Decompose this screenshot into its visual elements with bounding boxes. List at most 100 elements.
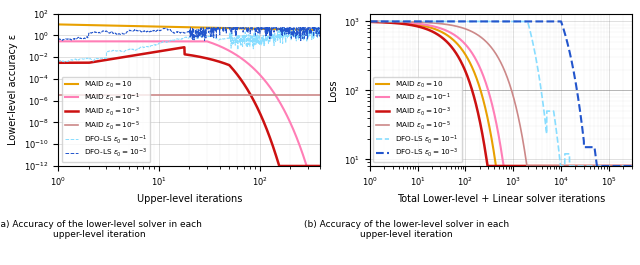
DFO-LS $\varepsilon_0 = 10^{-3}$ <box>170 32 177 35</box>
MAID $\varepsilon_0 = 10^{-5}$ <box>628 164 636 167</box>
MAID $\varepsilon_0 = 10^{-3}$ <box>484 164 492 167</box>
MAID $\varepsilon_0 = 10^{-5}$ <box>264 94 271 97</box>
MAID $\varepsilon_0 = 10^{-1}$ <box>486 96 494 99</box>
MAID $\varepsilon_0 = 10$ <box>380 20 387 24</box>
DFO-LS $\varepsilon_0 = 10^{-1}$ <box>628 164 636 167</box>
MAID $\varepsilon_0 = 10$ <box>264 27 271 30</box>
MAID $\varepsilon_0 = 10$ <box>366 20 374 23</box>
DFO-LS $\varepsilon_0 = 10^{-1}$ <box>234 35 242 38</box>
MAID $\varepsilon_0 = 10^{-1}$ <box>234 55 242 58</box>
MAID $\varepsilon_0 = 10^{-5}$ <box>493 54 501 58</box>
DFO-LS $\varepsilon_0 = 10^{-1}$ <box>170 39 178 42</box>
MAID $\varepsilon_0 = 10$ <box>54 23 62 26</box>
Line: DFO-LS $\varepsilon_0 = 10^{-3}$: DFO-LS $\varepsilon_0 = 10^{-3}$ <box>370 21 632 166</box>
DFO-LS $\varepsilon_0 = 10^{-3}$ <box>234 26 242 29</box>
Line: MAID $\varepsilon_0 = 10$: MAID $\varepsilon_0 = 10$ <box>58 24 320 30</box>
MAID $\varepsilon_0 = 10$ <box>316 29 324 32</box>
MAID $\varepsilon_0 = 10^{-5}$ <box>316 94 324 97</box>
Y-axis label: Lower-level accuracy ε: Lower-level accuracy ε <box>8 34 19 145</box>
Line: MAID $\varepsilon_0 = 10$: MAID $\varepsilon_0 = 10$ <box>370 22 632 166</box>
DFO-LS $\varepsilon_0 = 10^{-3}$ <box>620 164 628 167</box>
DFO-LS $\varepsilon_0 = 10^{-3}$ <box>380 20 387 23</box>
DFO-LS $\varepsilon_0 = 10^{-1}$ <box>316 32 324 36</box>
MAID $\varepsilon_0 = 10^{-5}$ <box>54 94 62 97</box>
MAID $\varepsilon_0 = 10^{-3}$ <box>264 130 271 133</box>
DFO-LS $\varepsilon_0 = 10^{-1}$ <box>493 20 501 23</box>
MAID $\varepsilon_0 = 10^{-5}$ <box>170 94 177 97</box>
MAID $\varepsilon_0 = 10^{-3}$ <box>493 164 501 167</box>
MAID $\varepsilon_0 = 10^{-5}$ <box>259 94 266 97</box>
Line: MAID $\varepsilon_0 = 10^{-3}$: MAID $\varepsilon_0 = 10^{-3}$ <box>58 47 320 166</box>
MAID $\varepsilon_0 = 10^{-3}$ <box>572 164 580 167</box>
DFO-LS $\varepsilon_0 = 10^{-1}$ <box>486 20 494 23</box>
MAID $\varepsilon_0 = 10^{-1}$ <box>259 76 266 79</box>
MAID $\varepsilon_0 = 10$ <box>81 23 89 27</box>
DFO-LS $\varepsilon_0 = 10^{-1}$ <box>557 164 564 167</box>
MAID $\varepsilon_0 = 10^{-1}$ <box>170 40 177 43</box>
Line: MAID $\varepsilon_0 = 10^{-5}$: MAID $\varepsilon_0 = 10^{-5}$ <box>370 21 632 166</box>
MAID $\varepsilon_0 = 10$ <box>486 130 494 133</box>
MAID $\varepsilon_0 = 10^{-1}$ <box>161 40 168 43</box>
MAID $\varepsilon_0 = 10^{-3}$ <box>54 61 62 64</box>
MAID $\varepsilon_0 = 10^{-3}$ <box>180 46 188 49</box>
DFO-LS $\varepsilon_0 = 10^{-3}$ <box>572 83 580 86</box>
MAID $\varepsilon_0 = 10^{-3}$ <box>620 164 628 167</box>
MAID $\varepsilon_0 = 10^{-3}$ <box>620 164 628 167</box>
DFO-LS $\varepsilon_0 = 10^{-3}$ <box>316 30 324 34</box>
MAID $\varepsilon_0 = 10^{-1}$ <box>380 20 387 23</box>
MAID $\varepsilon_0 = 10^{-3}$ <box>628 164 636 167</box>
MAID $\varepsilon_0 = 10^{-5}$ <box>620 164 628 167</box>
MAID $\varepsilon_0 = 10^{-5}$ <box>380 20 387 23</box>
MAID $\varepsilon_0 = 10$ <box>493 164 501 167</box>
MAID $\varepsilon_0 = 10^{-1}$ <box>316 164 324 167</box>
MAID $\varepsilon_0 = 10^{-5}$ <box>234 94 242 97</box>
MAID $\varepsilon_0 = 10^{-3}$ <box>81 61 89 64</box>
DFO-LS $\varepsilon_0 = 10^{-3}$ <box>187 26 195 29</box>
MAID $\varepsilon_0 = 10$ <box>161 25 168 28</box>
MAID $\varepsilon_0 = 10^{-3}$ <box>366 20 374 24</box>
MAID $\varepsilon_0 = 10^{-3}$ <box>275 164 283 167</box>
Line: DFO-LS $\varepsilon_0 = 10^{-1}$: DFO-LS $\varepsilon_0 = 10^{-1}$ <box>58 28 320 62</box>
MAID $\varepsilon_0 = 10^{-5}$ <box>161 94 168 97</box>
MAID $\varepsilon_0 = 10^{-3}$ <box>234 74 242 78</box>
MAID $\varepsilon_0 = 10$ <box>620 164 628 167</box>
MAID $\varepsilon_0 = 10$ <box>628 164 636 167</box>
Text: (b) Accuracy of the lower-level solver in each
upper-level iteration: (b) Accuracy of the lower-level solver i… <box>304 220 509 239</box>
MAID $\varepsilon_0 = 10^{-1}$ <box>303 164 310 167</box>
DFO-LS $\varepsilon_0 = 10^{-1}$ <box>54 60 62 63</box>
MAID $\varepsilon_0 = 10^{-3}$ <box>259 118 267 121</box>
MAID $\varepsilon_0 = 10^{-5}$ <box>620 164 628 167</box>
DFO-LS $\varepsilon_0 = 10^{-3}$ <box>259 28 267 31</box>
Line: MAID $\varepsilon_0 = 10^{-1}$: MAID $\varepsilon_0 = 10^{-1}$ <box>370 22 632 166</box>
DFO-LS $\varepsilon_0 = 10^{-1}$ <box>264 38 271 42</box>
MAID $\varepsilon_0 = 10^{-5}$ <box>366 20 374 23</box>
MAID $\varepsilon_0 = 10^{-1}$ <box>628 164 636 167</box>
DFO-LS $\varepsilon_0 = 10^{-1}$ <box>81 58 89 61</box>
Line: DFO-LS $\varepsilon_0 = 10^{-3}$: DFO-LS $\varepsilon_0 = 10^{-3}$ <box>58 28 320 41</box>
MAID $\varepsilon_0 = 10^{-1}$ <box>620 164 628 167</box>
MAID $\varepsilon_0 = 10^{-3}$ <box>161 49 168 52</box>
DFO-LS $\varepsilon_0 = 10^{-3}$ <box>486 20 494 23</box>
DFO-LS $\varepsilon_0 = 10^{-3}$ <box>593 164 601 167</box>
DFO-LS $\varepsilon_0 = 10^{-1}$ <box>572 164 580 167</box>
MAID $\varepsilon_0 = 10^{-3}$ <box>170 47 177 51</box>
DFO-LS $\varepsilon_0 = 10^{-3}$ <box>493 20 501 23</box>
MAID $\varepsilon_0 = 10^{-1}$ <box>264 82 271 85</box>
MAID $\varepsilon_0 = 10^{-3}$ <box>316 164 324 167</box>
MAID $\varepsilon_0 = 10^{-3}$ <box>380 21 387 24</box>
DFO-LS $\varepsilon_0 = 10^{-3}$ <box>366 20 374 23</box>
X-axis label: Total Lower-level + Linear solver iterations: Total Lower-level + Linear solver iterat… <box>397 194 605 204</box>
MAID $\varepsilon_0 = 10^{-5}$ <box>81 94 89 97</box>
DFO-LS $\varepsilon_0 = 10^{-1}$ <box>366 20 374 23</box>
DFO-LS $\varepsilon_0 = 10^{-1}$ <box>620 164 628 167</box>
MAID $\varepsilon_0 = 10^{-1}$ <box>500 164 508 167</box>
DFO-LS $\varepsilon_0 = 10^{-3}$ <box>81 37 89 40</box>
Legend: MAID $\varepsilon_0 = 10$, MAID $\varepsilon_0 = 10^{-1}$, MAID $\varepsilon_0 =: MAID $\varepsilon_0 = 10$, MAID $\vareps… <box>373 77 461 162</box>
MAID $\varepsilon_0 = 10$ <box>572 164 580 167</box>
Text: (a) Accuracy of the lower-level solver in each
upper-level iteration: (a) Accuracy of the lower-level solver i… <box>0 220 202 239</box>
Legend: MAID $\varepsilon_0 = 10$, MAID $\varepsilon_0 = 10^{-1}$, MAID $\varepsilon_0 =: MAID $\varepsilon_0 = 10$, MAID $\vareps… <box>62 77 150 162</box>
MAID $\varepsilon_0 = 10^{-1}$ <box>620 164 628 167</box>
DFO-LS $\varepsilon_0 = 10^{-3}$ <box>161 27 168 30</box>
DFO-LS $\varepsilon_0 = 10^{-1}$ <box>380 20 387 23</box>
DFO-LS $\varepsilon_0 = 10^{-1}$ <box>287 26 294 29</box>
